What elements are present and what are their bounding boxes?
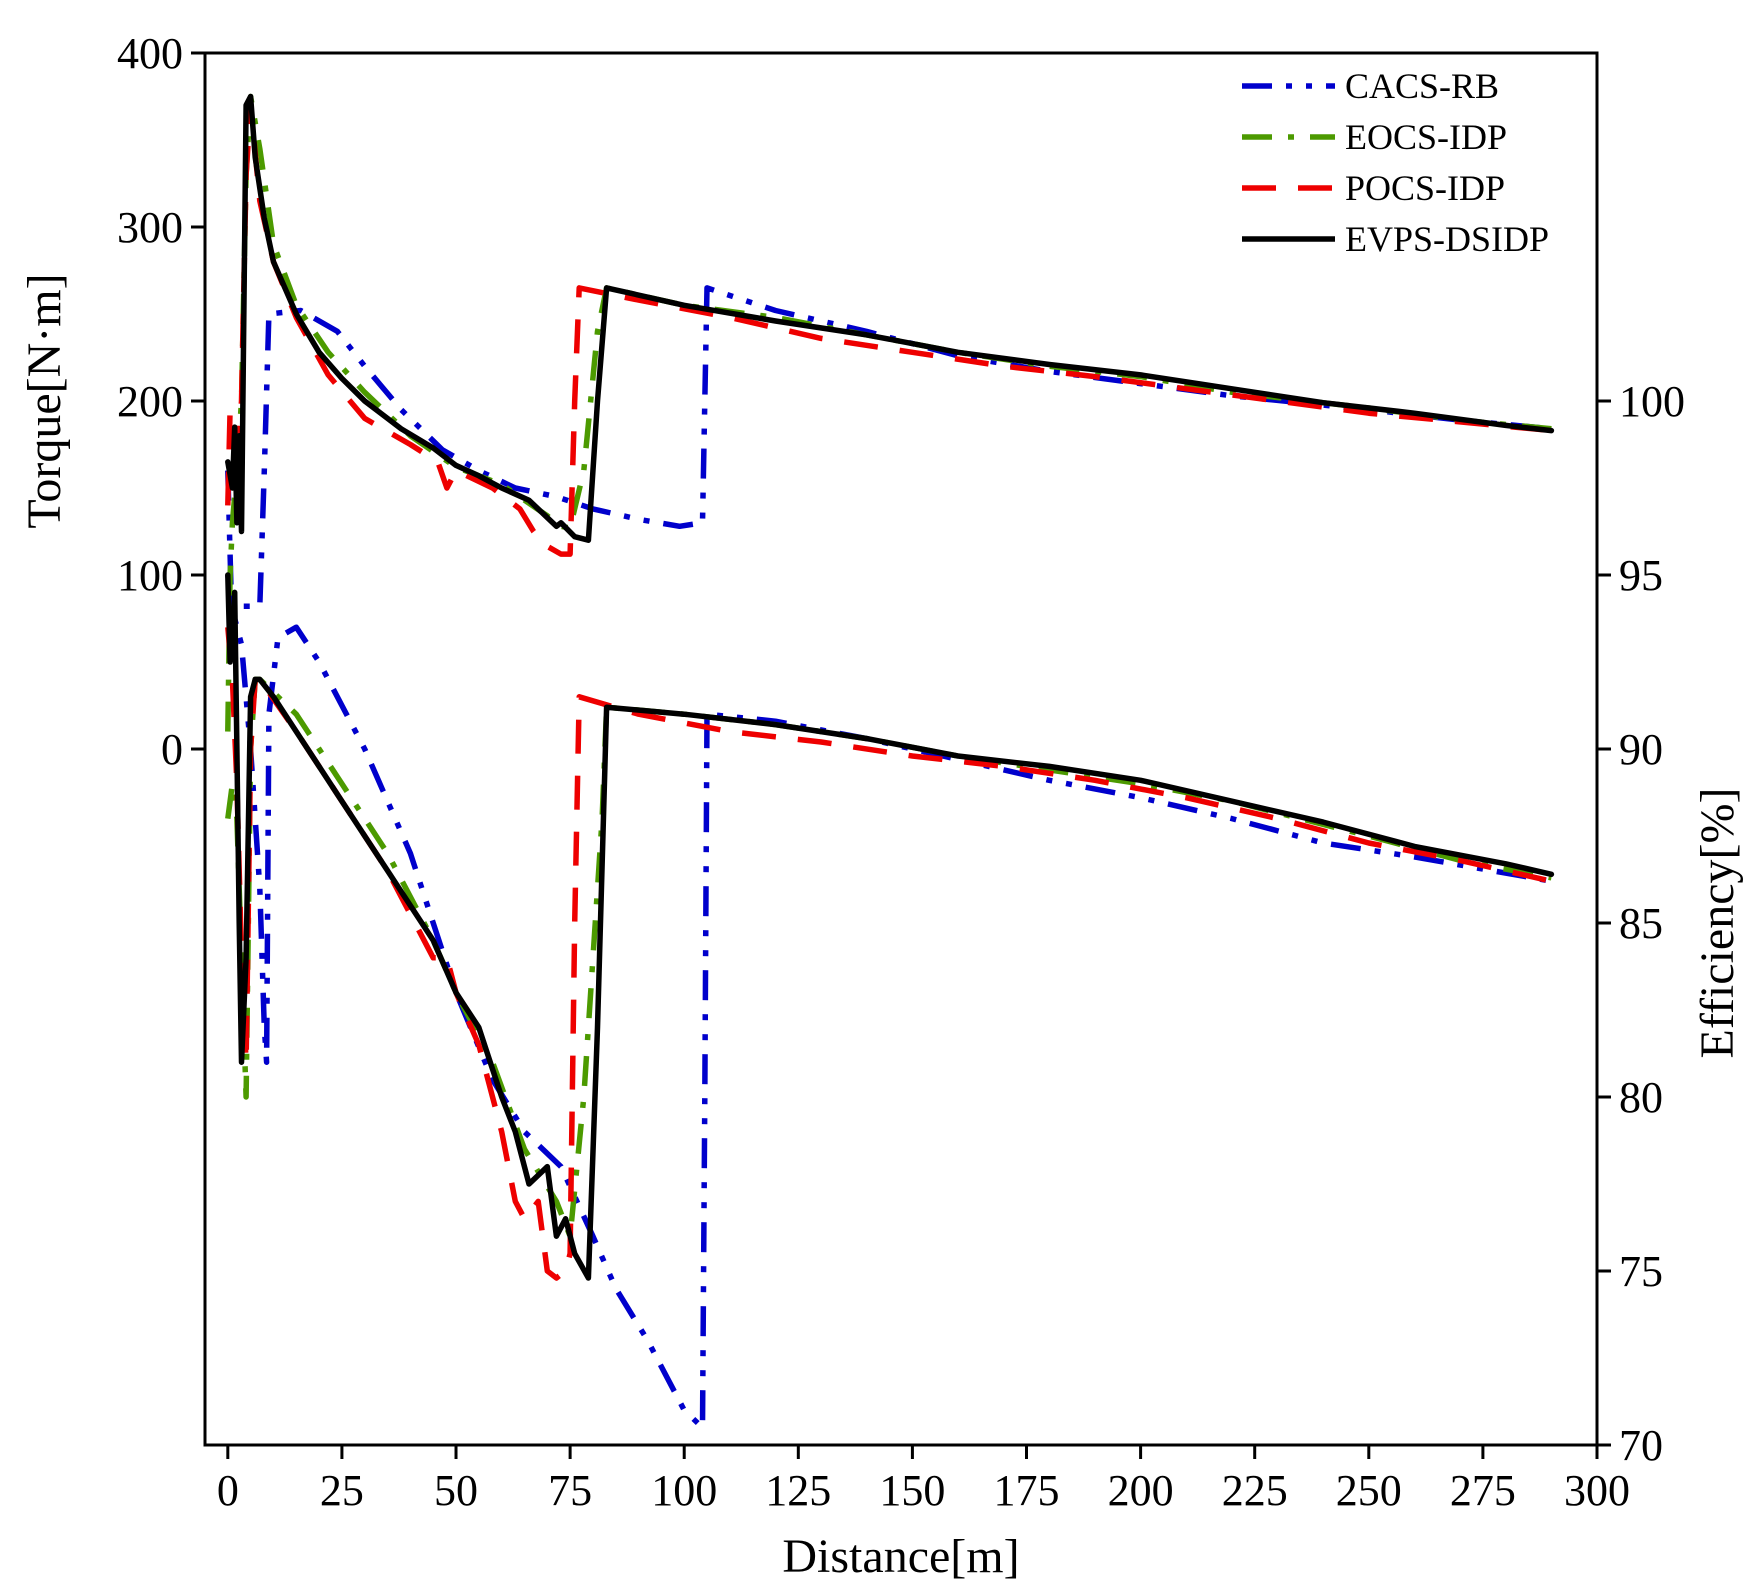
legend-label-evps-dsidp: EVPS-DSIDP <box>1345 219 1549 259</box>
legend-label-eocs-idp: EOCS-IDP <box>1345 117 1507 157</box>
x-tick-label-175: 175 <box>994 1466 1060 1515</box>
x-tick-label-275: 275 <box>1450 1466 1516 1515</box>
x-tick-label-250: 250 <box>1336 1466 1402 1515</box>
y-right-tick-label-100: 100 <box>1619 377 1685 426</box>
y-left-axis-title: Torque[N·m] <box>18 273 71 528</box>
y-left-tick-label-400: 400 <box>117 29 183 78</box>
x-axis-title: Distance[m] <box>782 1530 1019 1583</box>
y-left-tick-label-300: 300 <box>117 203 183 252</box>
series-line-evps-dsidp-torque <box>225 93 1555 543</box>
series-line-pocs-idp-torque <box>225 102 1552 557</box>
y-right-tick-label-75: 75 <box>1619 1247 1663 1296</box>
x-tick-label-0: 0 <box>217 1466 239 1515</box>
y-right-tick-label-85: 85 <box>1619 899 1663 948</box>
legend: CACS-RB EOCS-IDP POCS-IDP EVPS-DSIDP <box>1242 66 1549 259</box>
y-left-tick-label-200: 200 <box>117 377 183 426</box>
plot-frame <box>203 51 1599 1447</box>
x-tick-label-150: 150 <box>879 1466 945 1515</box>
axes: 0 25 50 75 100 125 150 175 200 225 250 275 300 0 100 20… <box>18 29 1744 1583</box>
x-tick-label-300: 300 <box>1564 1466 1630 1515</box>
y-left-tick-label-0: 0 <box>161 725 183 774</box>
y-right-axis-title: Efficiency[%] <box>1691 788 1744 1059</box>
series-lines <box>225 93 1555 1431</box>
x-tick-label-200: 200 <box>1108 1466 1174 1515</box>
series-line-pocs-idp-efficiency <box>225 626 1553 1281</box>
y-left-tick-label-100: 100 <box>117 551 183 600</box>
series-line-eocs-idp-efficiency <box>225 676 1552 1239</box>
x-tick-label-225: 225 <box>1222 1466 1288 1515</box>
series-line-cacs-rb-efficiency <box>225 574 1552 1431</box>
x-tick-label-125: 125 <box>765 1466 831 1515</box>
plot-area <box>225 93 1555 1431</box>
x-tick-label-50: 50 <box>434 1466 478 1515</box>
x-tick-label-25: 25 <box>320 1466 364 1515</box>
legend-label-pocs-idp: POCS-IDP <box>1345 168 1505 208</box>
series-line-evps-dsidp-efficiency <box>225 572 1555 1281</box>
x-tick-label-75: 75 <box>548 1466 592 1515</box>
y-right-tick-label-95: 95 <box>1619 551 1663 600</box>
y-right-tick-label-90: 90 <box>1619 725 1663 774</box>
x-tick-label-100: 100 <box>651 1466 717 1515</box>
y-right-tick-label-80: 80 <box>1619 1073 1663 1122</box>
legend-label-cacs-rb: CACS-RB <box>1345 66 1499 106</box>
y-right-tick-label-70: 70 <box>1619 1421 1663 1470</box>
